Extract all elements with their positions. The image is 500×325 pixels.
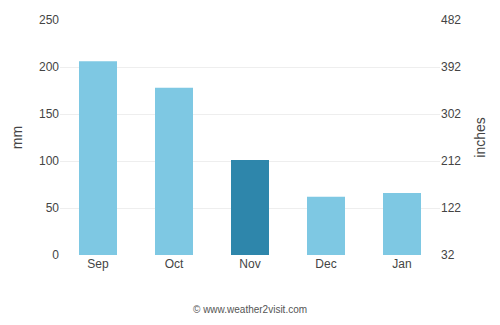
svg-text:392: 392 bbox=[441, 60, 461, 74]
svg-text:Sep: Sep bbox=[87, 257, 109, 271]
svg-text:250: 250 bbox=[39, 13, 59, 27]
svg-text:200: 200 bbox=[39, 60, 59, 74]
svg-text:212: 212 bbox=[441, 154, 461, 168]
svg-text:Nov: Nov bbox=[239, 257, 260, 271]
svg-text:Dec: Dec bbox=[315, 257, 336, 271]
svg-text:122: 122 bbox=[441, 201, 461, 215]
svg-text:0: 0 bbox=[52, 248, 59, 262]
svg-text:50: 50 bbox=[46, 201, 60, 215]
svg-text:482: 482 bbox=[441, 13, 461, 27]
svg-text:302: 302 bbox=[441, 107, 461, 121]
svg-text:32: 32 bbox=[441, 248, 455, 262]
svg-text:Oct: Oct bbox=[165, 257, 184, 271]
svg-text:inches: inches bbox=[472, 117, 488, 157]
svg-text:mm: mm bbox=[9, 126, 25, 149]
svg-text:100: 100 bbox=[39, 154, 59, 168]
svg-text:150: 150 bbox=[39, 107, 59, 121]
svg-text:Jan: Jan bbox=[392, 257, 411, 271]
svg-text:© www.weather2visit.com: © www.weather2visit.com bbox=[193, 304, 307, 315]
